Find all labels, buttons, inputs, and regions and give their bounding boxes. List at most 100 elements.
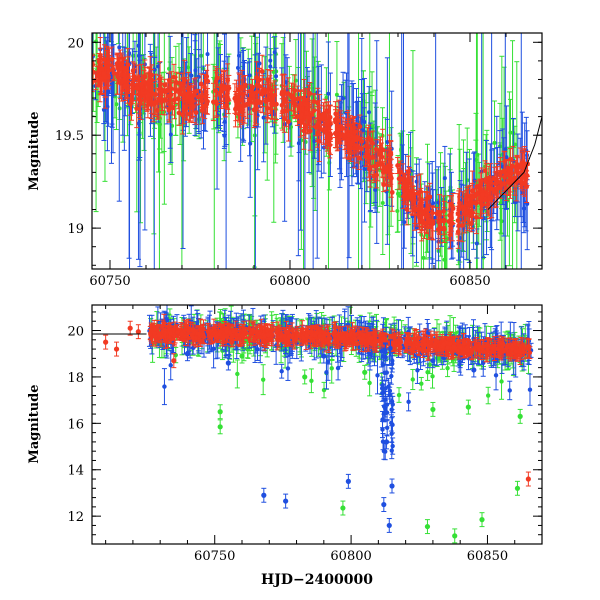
red-point xyxy=(449,205,455,242)
red-point xyxy=(171,63,177,91)
data-point xyxy=(307,91,313,96)
data-point xyxy=(181,78,187,83)
data-point xyxy=(125,62,131,68)
data-point xyxy=(247,106,252,111)
data-point xyxy=(152,67,157,72)
data-point xyxy=(257,61,262,66)
data-point xyxy=(286,119,291,125)
red-point xyxy=(456,188,462,218)
data-point xyxy=(449,216,454,222)
blue-point xyxy=(142,33,148,231)
data-point xyxy=(478,179,484,185)
data-point xyxy=(272,92,278,98)
data-point xyxy=(455,218,461,223)
top-points xyxy=(92,33,542,269)
red-point xyxy=(441,215,447,243)
data-point xyxy=(441,208,446,214)
data-point xyxy=(222,133,227,138)
red-point xyxy=(193,100,199,125)
data-point xyxy=(474,192,480,198)
data-point xyxy=(193,89,199,94)
red-point xyxy=(325,101,331,143)
data-point xyxy=(261,115,266,120)
data-point xyxy=(512,142,517,147)
data-point xyxy=(134,106,140,111)
data-point xyxy=(426,219,432,225)
data-point xyxy=(114,102,119,107)
red-point xyxy=(459,191,465,223)
data-point xyxy=(414,225,419,230)
data-point xyxy=(327,142,333,148)
blue-point xyxy=(152,33,157,269)
data-point xyxy=(373,187,378,192)
data-point xyxy=(315,100,321,106)
data-point xyxy=(367,110,372,115)
data-point xyxy=(441,226,447,232)
data-point xyxy=(292,88,298,94)
data-point xyxy=(191,92,197,98)
data-point xyxy=(395,208,400,213)
red-point xyxy=(129,81,135,121)
data-point xyxy=(260,90,265,96)
red-point xyxy=(447,195,453,236)
data-point xyxy=(149,72,155,78)
data-point xyxy=(136,121,141,126)
data-point xyxy=(341,96,346,101)
data-point xyxy=(334,92,339,97)
data-point xyxy=(253,101,259,107)
data-point xyxy=(357,124,363,129)
data-point xyxy=(417,213,423,219)
blue-point xyxy=(362,115,368,223)
data-point xyxy=(404,206,410,212)
red-point xyxy=(292,74,298,107)
blue-point xyxy=(116,33,122,202)
data-point xyxy=(130,68,136,74)
data-point xyxy=(442,176,447,181)
data-point xyxy=(242,82,248,88)
red-point xyxy=(272,80,278,110)
data-point xyxy=(307,128,313,134)
data-point xyxy=(340,125,346,131)
data-point xyxy=(415,190,421,196)
red-point xyxy=(288,88,294,103)
top-data-layer xyxy=(92,33,542,269)
data-point xyxy=(236,53,241,58)
data-point xyxy=(189,73,194,78)
data-point xyxy=(111,70,117,76)
data-point xyxy=(268,64,273,69)
blue-point xyxy=(267,54,273,79)
data-point xyxy=(374,140,379,145)
data-point xyxy=(521,206,526,211)
green-point xyxy=(252,33,258,268)
data-point xyxy=(317,115,323,121)
data-point xyxy=(281,116,287,122)
red-point xyxy=(134,89,140,129)
data-point xyxy=(248,141,253,146)
data-point xyxy=(429,210,435,216)
data-point xyxy=(467,201,473,207)
data-point xyxy=(171,74,177,80)
red-point xyxy=(177,72,183,95)
data-point xyxy=(389,189,395,195)
data-point xyxy=(474,241,479,246)
data-point xyxy=(225,78,231,83)
data-point xyxy=(468,221,474,227)
data-point xyxy=(326,91,331,96)
red-point xyxy=(332,101,338,139)
data-point xyxy=(205,52,210,57)
data-point xyxy=(324,130,329,136)
red-point xyxy=(92,63,96,80)
red-point xyxy=(366,136,372,178)
red-point xyxy=(468,215,474,233)
data-point xyxy=(492,140,497,145)
data-point xyxy=(504,155,509,160)
data-point xyxy=(485,201,491,207)
data-point xyxy=(193,110,199,116)
data-point xyxy=(109,56,115,62)
data-point xyxy=(168,132,173,137)
data-point xyxy=(364,149,370,155)
red-point xyxy=(149,69,155,82)
data-point xyxy=(94,39,99,44)
data-point xyxy=(269,101,274,107)
